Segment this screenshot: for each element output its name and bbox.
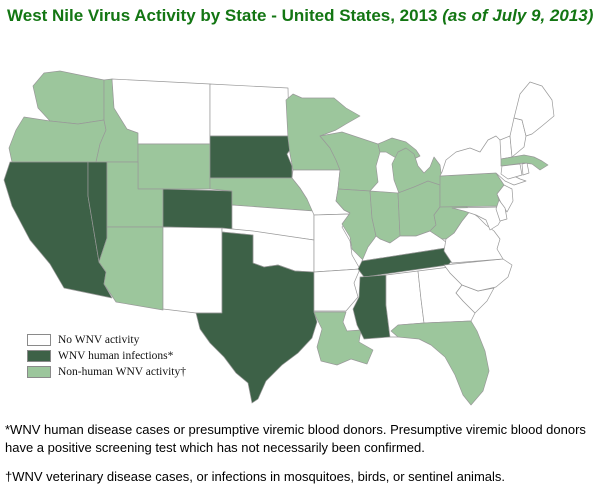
state-KY	[361, 230, 453, 262]
legend-swatch-human	[27, 350, 51, 362]
state-TX	[195, 231, 318, 404]
state-WA	[32, 70, 105, 125]
state-CO	[162, 188, 233, 230]
state-ND	[209, 83, 290, 137]
page-title-main: West Nile Virus Activity by State - Unit…	[7, 6, 443, 25]
legend-label-nonhuman: Non-human WNV activity†	[58, 365, 186, 378]
state-CT	[500, 163, 523, 180]
legend-item-human: WNV human infections*	[27, 350, 186, 362]
legend-item-none: No WNV activity	[27, 334, 186, 346]
state-NC	[443, 258, 513, 292]
state-MN	[285, 93, 361, 171]
state-OR	[8, 116, 107, 163]
state-FL	[390, 320, 490, 406]
state-MS	[352, 274, 391, 340]
legend-label-human: WNV human infections*	[58, 349, 174, 362]
state-WI	[319, 131, 381, 192]
footnotes: *WNV human disease cases or presumptive …	[0, 421, 612, 486]
state-SD	[209, 135, 294, 179]
legend-label-none: No WNV activity	[58, 333, 140, 346]
state-PA	[439, 172, 505, 208]
footnote-human-definition: *WNV human disease cases or presumptive …	[5, 422, 586, 455]
us-choropleth-map: No WNV activity WNV human infections* No…	[0, 60, 612, 414]
state-ME	[513, 81, 555, 137]
state-LA	[313, 311, 374, 366]
state-DE	[495, 199, 508, 222]
legend-item-nonhuman: Non-human WNV activity†	[27, 366, 186, 378]
state-WY	[137, 143, 211, 190]
us-map	[3, 70, 555, 406]
footnote-veterinary-definition: †WNV veterinary disease cases, or infect…	[5, 469, 505, 484]
legend-swatch-nonhuman	[27, 366, 51, 378]
state-NJ	[496, 184, 514, 213]
state-AR	[313, 268, 361, 312]
page-title: West Nile Virus Activity by State - Unit…	[0, 0, 612, 27]
map-legend: No WNV activity WNV human infections* No…	[27, 334, 186, 382]
state-RI	[521, 162, 530, 176]
legend-swatch-none	[27, 334, 51, 346]
page-title-date: (as of July 9, 2013)	[442, 6, 594, 25]
state-NM	[162, 226, 223, 314]
